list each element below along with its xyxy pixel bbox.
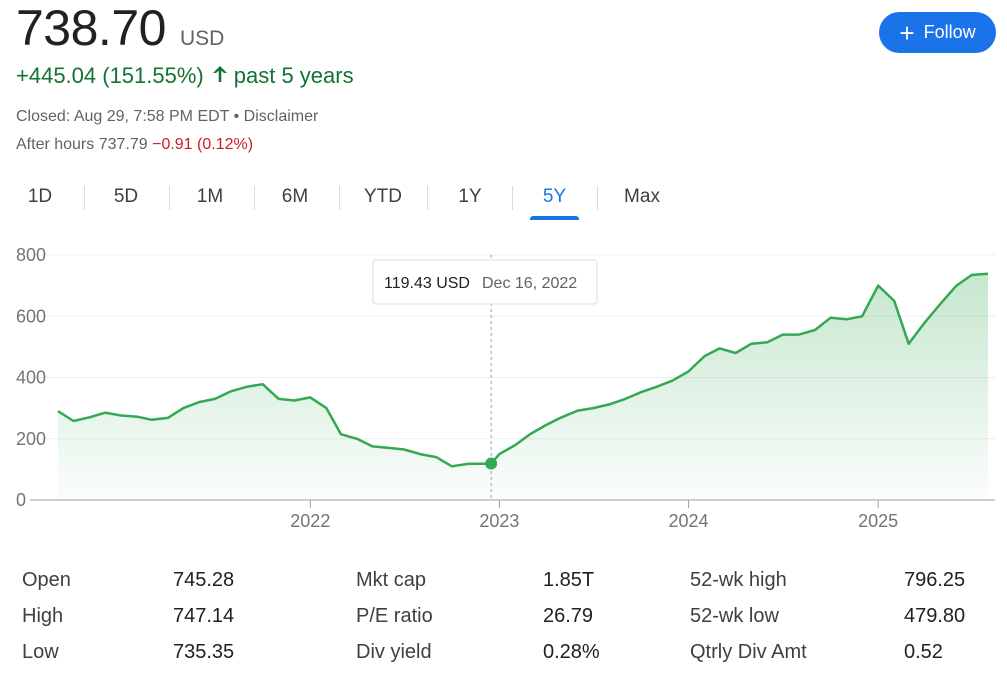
tab-5y[interactable]: 5Y [530, 176, 579, 220]
tab-divider [169, 186, 170, 210]
y-tick-label: 400 [16, 368, 46, 388]
stat-value-52wk-low: 479.80 [904, 605, 966, 627]
change-period: past 5 years [233, 63, 354, 88]
stat-label-low: Low [22, 641, 59, 663]
y-axis: 0 200 400 600 800 [16, 245, 46, 510]
hover-point [485, 457, 498, 470]
stat-value-open: 745.28 [173, 569, 235, 591]
tab-label: 1M [196, 186, 224, 207]
x-tick-label: 2025 [858, 511, 898, 531]
follow-button-label: Follow [923, 22, 976, 42]
stat-label-mkt-cap: Mkt cap [356, 569, 427, 591]
x-tick-label: 2024 [669, 511, 709, 531]
stat-value-div-yield: 0.28% [543, 641, 600, 663]
tab-divider [512, 186, 513, 210]
arrow-up-icon [212, 63, 228, 89]
tab-divider [339, 186, 340, 210]
current-price: 738.70 [16, 0, 166, 56]
y-tick-label: 0 [16, 490, 26, 510]
stat-value-qtrly-div: 0.52 [904, 641, 943, 663]
price-area [58, 273, 988, 500]
stat-label-qtrly-div: Qtrly Div Amt [690, 641, 807, 663]
stat-value-low: 735.35 [173, 641, 235, 663]
price-header: 738.70 USD [16, 0, 224, 56]
tab-ytd[interactable]: YTD [353, 176, 413, 220]
change-value: +445.04 (151.55%) [16, 63, 204, 88]
stat-value-high: 747.14 [173, 605, 235, 627]
tab-label: 5Y [542, 186, 567, 207]
stat-label-52wk-high: 52-wk high [690, 569, 787, 591]
tab-divider [84, 186, 85, 210]
x-axis: 2022 2023 2024 2025 [290, 500, 898, 531]
tab-1y[interactable]: 1Y [444, 176, 496, 220]
stat-value-pe-ratio: 26.79 [543, 605, 594, 627]
stat-value-52wk-high: 796.25 [904, 569, 966, 591]
stat-label-52wk-low: 52-wk low [690, 605, 779, 627]
market-status: Closed: Aug 29, 7:58 PM EDT • Disclaimer [16, 108, 318, 126]
after-hours-change: −0.91 (0.12%) [152, 136, 254, 153]
tooltip-date: Dec 16, 2022 [482, 275, 577, 292]
plus-icon: + [899, 17, 915, 48]
tab-label: Max [624, 186, 660, 207]
x-tick-label: 2022 [290, 511, 330, 531]
range-tabs: 1D 5D 1M 6M YTD 1Y 5Y Max [0, 176, 700, 220]
x-tick-label: 2023 [479, 511, 519, 531]
tab-label: 5D [113, 186, 139, 207]
y-tick-label: 200 [16, 429, 46, 449]
tab-divider [254, 186, 255, 210]
price-line [57, 272, 989, 468]
stat-label-pe-ratio: P/E ratio [356, 605, 433, 627]
tab-divider [597, 186, 598, 210]
y-tick-label: 800 [16, 245, 46, 265]
active-tab-indicator [530, 216, 579, 220]
stat-label-high: High [22, 605, 64, 627]
stat-label-div-yield: Div yield [356, 641, 432, 663]
tab-label: 6M [281, 186, 309, 207]
after-hours-price: After hours 737.79 [16, 136, 148, 153]
closed-text: Closed: Aug 29, 7:58 PM EDT • Disclaimer [16, 108, 319, 125]
after-hours: After hours 737.79 −0.91 (0.12%) [16, 136, 253, 154]
stat-value-mkt-cap: 1.85T [543, 569, 595, 591]
tab-label: 1D [27, 186, 53, 207]
tab-5d[interactable]: 5D [100, 176, 152, 220]
tooltip-value: 119.43 USD [384, 275, 470, 292]
tab-label: YTD [364, 186, 402, 207]
tooltip: 119.43 USD Dec 16, 2022 [372, 259, 598, 305]
tab-1m[interactable]: 1M [184, 176, 236, 220]
currency-label: USD [179, 27, 225, 50]
price-chart[interactable]: 0 200 400 600 800 2022 2023 2024 2025 119.43 US… [0, 230, 1007, 540]
tab-divider [427, 186, 428, 210]
tab-1d[interactable]: 1D [14, 176, 66, 220]
stat-label-open: Open [22, 569, 71, 591]
tab-max[interactable]: Max [613, 176, 671, 220]
y-tick-label: 600 [16, 306, 46, 326]
tab-6m[interactable]: 6M [269, 176, 321, 220]
price-change: +445.04 (151.55%) past 5 years [16, 63, 354, 89]
follow-button[interactable]: + Follow [879, 12, 996, 53]
tab-label: 1Y [458, 186, 482, 207]
